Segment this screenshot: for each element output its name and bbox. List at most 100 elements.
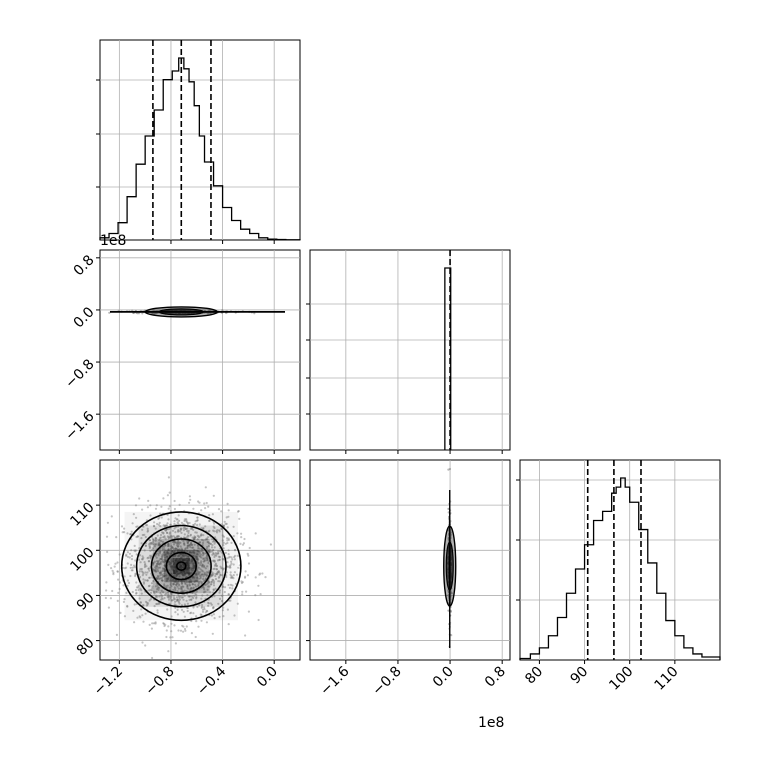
sample-point [205, 547, 208, 551]
sample-point [227, 593, 230, 596]
sample-point [165, 635, 168, 639]
sample-point [167, 650, 170, 653]
sample-point [158, 572, 162, 575]
sample-point [166, 584, 169, 587]
sample-point [128, 552, 131, 555]
sample-point [153, 560, 156, 563]
sample-point [144, 535, 147, 539]
sample-point [217, 576, 220, 579]
sample-point [154, 621, 157, 624]
sample-point [143, 565, 146, 569]
sample-point [167, 518, 170, 521]
sample-point [175, 574, 178, 577]
sample-point [188, 595, 191, 598]
sample-point [210, 580, 213, 583]
sample-point [181, 555, 184, 558]
sample-point [163, 554, 166, 557]
sample-point [134, 589, 138, 592]
sample-point [156, 562, 159, 565]
sample-point [184, 554, 187, 557]
sample-point [179, 545, 182, 548]
sample-point [193, 537, 196, 541]
sample-point [153, 605, 156, 608]
sample-point [193, 594, 196, 597]
sample-point [199, 613, 202, 616]
sample-point [153, 592, 156, 595]
sample-point [162, 536, 165, 539]
sample-point [161, 567, 165, 570]
sample-point [162, 561, 165, 564]
histogram-step [99, 57, 301, 241]
sample-point [193, 580, 196, 583]
sample-point [169, 582, 172, 585]
sample-point [170, 559, 173, 562]
sample-point [172, 547, 175, 551]
contour-line [150, 538, 212, 595]
sample-point [245, 590, 248, 593]
sample-point [218, 589, 222, 592]
sample-point [167, 569, 170, 572]
sample-point [190, 598, 193, 602]
sample-point [208, 542, 211, 545]
sample-point [208, 514, 211, 517]
sample-point [183, 572, 187, 575]
sample-point [228, 565, 231, 568]
sample-point [182, 570, 185, 573]
sample-point [140, 567, 143, 571]
sample-point [152, 580, 155, 583]
sample-point [173, 541, 176, 544]
sample-point [205, 571, 208, 574]
sample-point [159, 574, 162, 577]
sample-point [247, 562, 251, 565]
sample-point [177, 587, 180, 590]
sample-point [171, 546, 174, 550]
sample-point [198, 541, 201, 544]
sample-point [141, 574, 144, 577]
sample-point [114, 562, 117, 565]
sample-point [171, 546, 174, 549]
sample-point [176, 598, 179, 601]
sample-point [230, 541, 233, 545]
sample-point [188, 501, 191, 504]
sample-point [247, 554, 250, 557]
sample-point [177, 595, 180, 598]
sample-point [172, 541, 175, 544]
sample-point [225, 557, 228, 560]
sample-point [185, 599, 188, 602]
sample-point [200, 547, 203, 551]
sample-point [182, 625, 185, 628]
sample-point [180, 528, 183, 531]
sample-point [193, 548, 196, 551]
sample-point [180, 588, 183, 591]
sample-point [161, 531, 164, 534]
sample-point [228, 555, 231, 558]
sample-point [217, 550, 220, 553]
sample-point [259, 593, 262, 596]
sample-point [177, 593, 180, 596]
sample-point [211, 632, 214, 635]
histogram-step [519, 477, 721, 660]
sample-point [186, 609, 189, 613]
sample-point [221, 534, 224, 537]
sample-point [223, 590, 226, 594]
sample-point [213, 542, 216, 545]
sample-point [144, 579, 147, 582]
sample-point [197, 500, 200, 503]
sample-point [192, 523, 195, 527]
sample-point [175, 582, 178, 585]
sample-point [146, 530, 149, 533]
sample-point [201, 554, 204, 557]
sample-point [150, 582, 154, 585]
sample-point [147, 499, 150, 502]
sample-point [171, 550, 174, 553]
sample-point [126, 532, 129, 535]
sample-point [155, 570, 158, 573]
sample-point [175, 536, 178, 539]
sample-point [173, 563, 176, 566]
sample-point [151, 547, 154, 550]
sample-point [141, 571, 144, 574]
sample-point [218, 529, 221, 532]
sample-point [180, 580, 183, 583]
sample-point [167, 576, 170, 580]
sample-point [206, 594, 209, 597]
